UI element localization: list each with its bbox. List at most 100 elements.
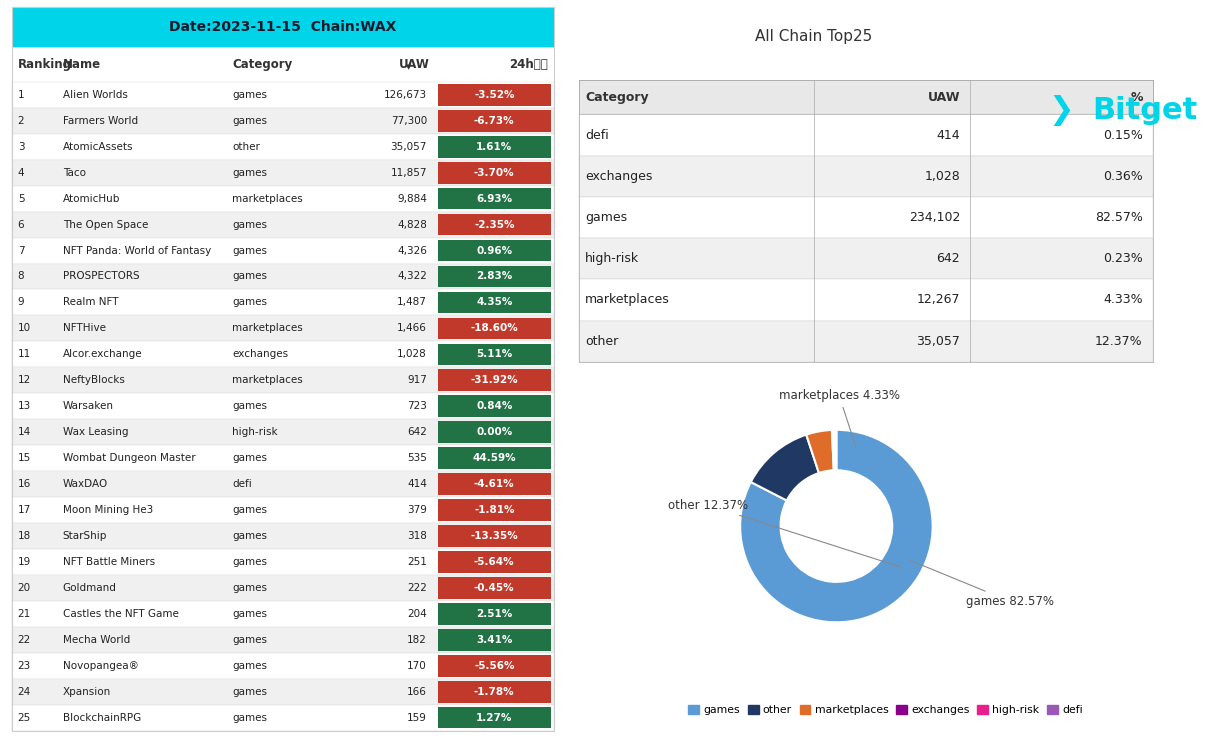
Text: NFT Panda: World of Fantasy: NFT Panda: World of Fantasy bbox=[63, 246, 212, 255]
Text: games: games bbox=[232, 168, 267, 178]
Text: Warsaken: Warsaken bbox=[63, 401, 114, 411]
Text: 11: 11 bbox=[17, 349, 31, 359]
Text: Alcor.exchange: Alcor.exchange bbox=[63, 349, 143, 359]
FancyBboxPatch shape bbox=[12, 212, 554, 238]
Text: AtomicHub: AtomicHub bbox=[63, 193, 121, 204]
Text: 4: 4 bbox=[17, 168, 25, 178]
FancyBboxPatch shape bbox=[438, 396, 551, 417]
Text: All Chain Top25: All Chain Top25 bbox=[755, 29, 872, 44]
Text: 3: 3 bbox=[17, 142, 25, 152]
Text: 35,057: 35,057 bbox=[916, 334, 961, 348]
Text: 204: 204 bbox=[407, 609, 427, 619]
Text: Wombat Dungeon Master: Wombat Dungeon Master bbox=[63, 453, 196, 463]
FancyBboxPatch shape bbox=[12, 627, 554, 653]
Text: games 82.57%: games 82.57% bbox=[910, 560, 1054, 608]
Text: 20: 20 bbox=[17, 583, 31, 593]
FancyBboxPatch shape bbox=[579, 238, 1153, 279]
Text: 4.33%: 4.33% bbox=[1103, 294, 1143, 306]
Text: games: games bbox=[232, 557, 267, 567]
Text: Realm NFT: Realm NFT bbox=[63, 297, 118, 308]
FancyBboxPatch shape bbox=[12, 497, 554, 523]
Text: 16: 16 bbox=[17, 479, 31, 489]
Wedge shape bbox=[831, 430, 835, 470]
FancyBboxPatch shape bbox=[12, 705, 554, 731]
Text: NFTHive: NFTHive bbox=[63, 323, 106, 334]
Text: exchanges: exchanges bbox=[232, 349, 288, 359]
FancyBboxPatch shape bbox=[438, 551, 551, 573]
FancyBboxPatch shape bbox=[579, 320, 1153, 362]
Text: marketplaces: marketplaces bbox=[232, 193, 303, 204]
Text: Date:2023-11-15  Chain:WAX: Date:2023-11-15 Chain:WAX bbox=[170, 20, 396, 34]
Wedge shape bbox=[834, 430, 836, 470]
Text: 4,326: 4,326 bbox=[397, 246, 427, 255]
Text: marketplaces: marketplaces bbox=[232, 323, 303, 334]
Text: 5.11%: 5.11% bbox=[476, 349, 513, 359]
Text: Castles the NFT Game: Castles the NFT Game bbox=[63, 609, 178, 619]
Text: Moon Mining He3: Moon Mining He3 bbox=[63, 505, 153, 515]
FancyBboxPatch shape bbox=[579, 156, 1153, 197]
Text: 642: 642 bbox=[936, 252, 961, 265]
Text: 126,673: 126,673 bbox=[384, 90, 427, 100]
Text: %: % bbox=[1130, 91, 1143, 103]
FancyBboxPatch shape bbox=[12, 342, 554, 368]
Text: Name: Name bbox=[63, 58, 101, 71]
Text: 1,466: 1,466 bbox=[397, 323, 427, 334]
FancyBboxPatch shape bbox=[438, 136, 551, 157]
FancyBboxPatch shape bbox=[12, 419, 554, 445]
Text: 11,857: 11,857 bbox=[390, 168, 427, 178]
Text: marketplaces: marketplaces bbox=[232, 376, 303, 385]
Text: 1,487: 1,487 bbox=[397, 297, 427, 308]
Text: 82.57%: 82.57% bbox=[1095, 211, 1143, 224]
Text: 251: 251 bbox=[407, 557, 427, 567]
Text: -5.56%: -5.56% bbox=[474, 661, 514, 671]
Text: 0.15%: 0.15% bbox=[1103, 128, 1143, 142]
FancyBboxPatch shape bbox=[438, 188, 551, 210]
Text: WaxDAO: WaxDAO bbox=[63, 479, 108, 489]
Text: -5.64%: -5.64% bbox=[474, 557, 514, 567]
Wedge shape bbox=[806, 430, 834, 473]
Text: 166: 166 bbox=[407, 686, 427, 697]
Text: UAW: UAW bbox=[927, 91, 961, 103]
Text: games: games bbox=[232, 116, 267, 125]
Text: Goldmand: Goldmand bbox=[63, 583, 117, 593]
Text: Category: Category bbox=[232, 58, 293, 71]
FancyBboxPatch shape bbox=[12, 82, 554, 108]
Text: Bitget: Bitget bbox=[1092, 96, 1198, 125]
Text: 24h張幅: 24h張幅 bbox=[509, 58, 549, 71]
Text: -1.78%: -1.78% bbox=[474, 686, 514, 697]
Text: ❯: ❯ bbox=[1048, 95, 1074, 126]
Text: games: games bbox=[232, 583, 267, 593]
Text: games: games bbox=[232, 272, 267, 281]
Text: 0.84%: 0.84% bbox=[476, 401, 513, 411]
FancyBboxPatch shape bbox=[12, 159, 554, 186]
Text: games: games bbox=[232, 531, 267, 541]
Text: 0.96%: 0.96% bbox=[476, 246, 513, 255]
Text: -31.92%: -31.92% bbox=[471, 376, 518, 385]
FancyBboxPatch shape bbox=[438, 214, 551, 235]
Text: games: games bbox=[232, 635, 267, 645]
Text: -18.60%: -18.60% bbox=[470, 323, 518, 334]
Text: other: other bbox=[232, 142, 260, 152]
Text: The Open Space: The Open Space bbox=[63, 220, 148, 230]
Text: 414: 414 bbox=[407, 479, 427, 489]
Text: 4.35%: 4.35% bbox=[476, 297, 513, 308]
FancyBboxPatch shape bbox=[12, 315, 554, 342]
FancyBboxPatch shape bbox=[438, 577, 551, 599]
FancyBboxPatch shape bbox=[12, 679, 554, 705]
Text: 1,028: 1,028 bbox=[397, 349, 427, 359]
Text: games: games bbox=[232, 505, 267, 515]
Legend: games, other, marketplaces, exchanges, high-risk, defi: games, other, marketplaces, exchanges, h… bbox=[684, 701, 1087, 720]
FancyBboxPatch shape bbox=[12, 575, 554, 601]
FancyBboxPatch shape bbox=[579, 80, 1153, 114]
FancyBboxPatch shape bbox=[438, 525, 551, 547]
Text: 3.41%: 3.41% bbox=[476, 635, 513, 645]
Text: Alien Worlds: Alien Worlds bbox=[63, 90, 128, 100]
Text: 0.36%: 0.36% bbox=[1103, 170, 1143, 183]
Text: 7: 7 bbox=[17, 246, 25, 255]
Text: 13: 13 bbox=[17, 401, 31, 411]
Text: NFT Battle Miners: NFT Battle Miners bbox=[63, 557, 155, 567]
Text: Taco: Taco bbox=[63, 168, 86, 178]
Text: 318: 318 bbox=[407, 531, 427, 541]
Text: 22: 22 bbox=[17, 635, 31, 645]
Text: -13.35%: -13.35% bbox=[470, 531, 518, 541]
